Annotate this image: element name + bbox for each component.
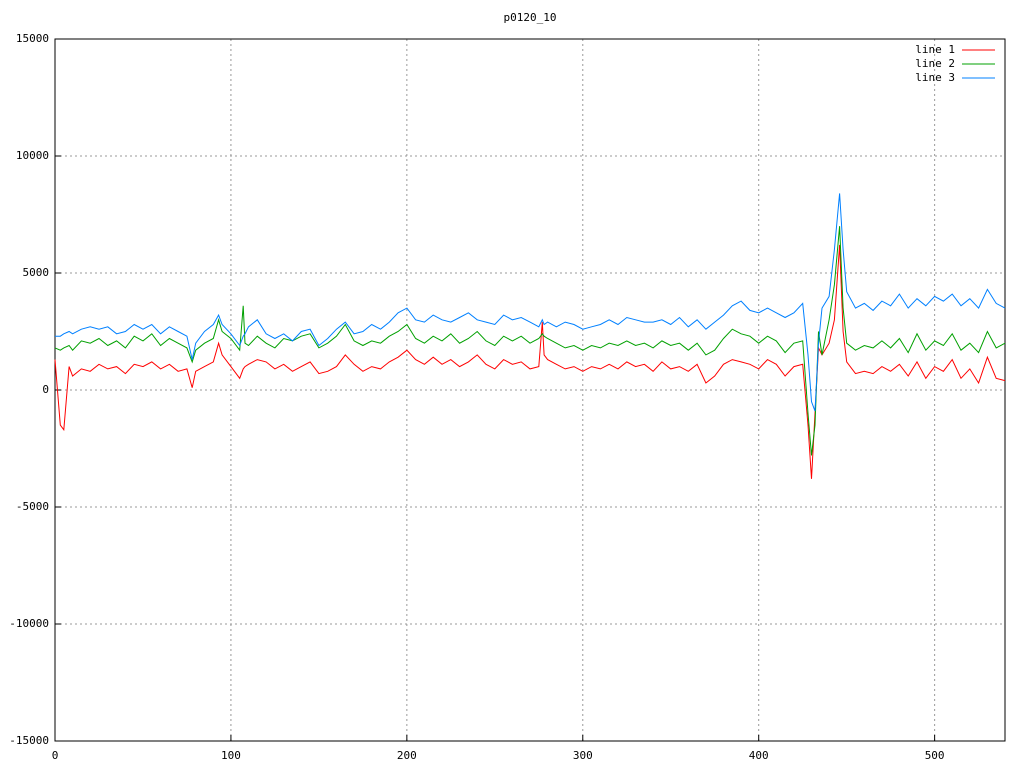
plot-frame: [54, 38, 1006, 742]
chart-title: p0120_10: [504, 11, 557, 24]
y-tick-label: 10000: [16, 149, 49, 162]
x-tick-label: 500: [925, 749, 945, 762]
y-tick-label: -5000: [16, 500, 49, 513]
legend-label: line 2: [915, 57, 955, 70]
x-tick-label: 100: [221, 749, 241, 762]
y-tick-label: -15000: [9, 734, 49, 747]
x-tick-label: 300: [573, 749, 593, 762]
series-line: [55, 193, 1006, 412]
x-tick-label: 400: [749, 749, 769, 762]
y-tick-label: 5000: [23, 266, 50, 279]
legend-label: line 1: [915, 43, 955, 56]
series-line: [54, 226, 1006, 456]
y-tick-label: -10000: [9, 617, 49, 630]
y-tick-label: 0: [42, 383, 49, 396]
legend-label: line 3: [915, 71, 955, 84]
x-tick-label: 200: [397, 749, 417, 762]
series-line: [54, 244, 1006, 479]
y-tick-label: 15000: [16, 32, 49, 45]
x-tick-label: 0: [52, 749, 59, 762]
